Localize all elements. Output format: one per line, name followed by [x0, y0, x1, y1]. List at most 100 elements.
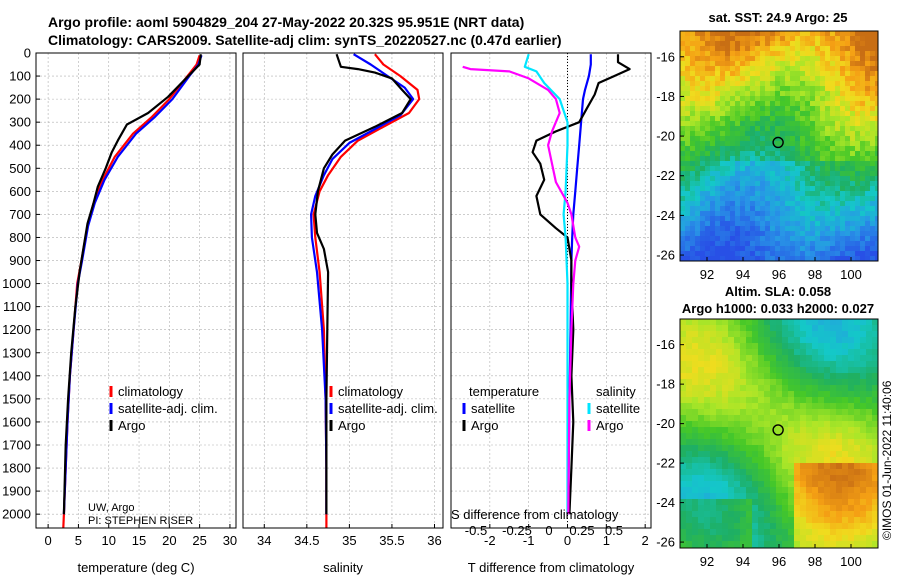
- undefined-cell: [735, 61, 741, 67]
- undefined-cell: [815, 116, 821, 122]
- undefined-cell: [830, 493, 837, 500]
- undefined-cell: [785, 166, 791, 172]
- undefined-cell: [812, 325, 819, 332]
- undefined-cell: [824, 343, 831, 350]
- y-tick-label: 2000: [2, 507, 31, 522]
- undefined-cell: [698, 337, 705, 344]
- undefined-cell: [710, 141, 716, 147]
- undefined-cell: [740, 206, 746, 212]
- undefined-cell: [815, 121, 821, 127]
- undefined-cell: [845, 246, 851, 252]
- undefined-cell: [855, 251, 861, 257]
- undefined-cell: [842, 481, 849, 488]
- undefined-cell: [848, 415, 855, 422]
- undefined-cell: [698, 481, 705, 488]
- undefined-cell: [745, 171, 751, 177]
- undefined-cell: [770, 385, 777, 392]
- undefined-cell: [740, 517, 747, 524]
- undefined-cell: [760, 61, 766, 67]
- undefined-cell: [835, 211, 841, 217]
- undefined-cell: [720, 166, 726, 172]
- undefined-cell: [845, 121, 851, 127]
- undefined-cell: [795, 186, 801, 192]
- undefined-cell: [735, 146, 741, 152]
- undefined-cell: [794, 409, 801, 416]
- undefined-cell: [752, 409, 759, 416]
- undefined-cell: [760, 161, 766, 167]
- undefined-cell: [845, 236, 851, 242]
- undefined-cell: [795, 231, 801, 237]
- undefined-cell: [700, 221, 706, 227]
- undefined-cell: [740, 171, 746, 177]
- undefined-cell: [722, 541, 729, 548]
- undefined-y-tick-label: -16: [656, 49, 675, 64]
- undefined-cell: [776, 493, 783, 500]
- y-tick-label: 900: [9, 253, 31, 268]
- undefined-cell: [860, 96, 866, 102]
- y-tick-label: 500: [9, 161, 31, 176]
- undefined-y-tick-label: -22: [656, 456, 675, 471]
- undefined-cell: [755, 141, 761, 147]
- undefined-cell: [780, 176, 786, 182]
- undefined-cell: [780, 76, 786, 82]
- undefined-cell: [780, 31, 786, 37]
- undefined-cell: [810, 171, 816, 177]
- undefined-cell: [840, 51, 846, 57]
- undefined-cell: [776, 403, 783, 410]
- undefined-cell: [715, 236, 721, 242]
- undefined-cell: [680, 51, 686, 57]
- undefined-cell: [824, 349, 831, 356]
- undefined-cell: [815, 51, 821, 57]
- undefined-cell: [830, 325, 837, 332]
- undefined-cell: [825, 226, 831, 232]
- undefined-cell: [716, 499, 723, 506]
- undefined-cell: [680, 397, 687, 404]
- undefined-cell: [730, 56, 736, 62]
- undefined-cell: [795, 116, 801, 122]
- undefined-cell: [870, 181, 876, 187]
- undefined-cell: [795, 36, 801, 42]
- undefined-cell: [848, 325, 855, 332]
- undefined-cell: [740, 91, 746, 97]
- undefined-cell: [680, 445, 687, 452]
- undefined-cell: [820, 36, 826, 42]
- undefined-cell: [710, 101, 716, 107]
- undefined-cell: [692, 445, 699, 452]
- undefined-cell: [840, 71, 846, 77]
- undefined-cell: [830, 91, 836, 97]
- undefined-cell: [770, 106, 776, 112]
- undefined-cell: [704, 505, 711, 512]
- undefined-cell: [746, 385, 753, 392]
- undefined-cell: [734, 439, 741, 446]
- undefined-cell: [800, 231, 806, 237]
- undefined-cell: [805, 71, 811, 77]
- undefined-cell: [685, 121, 691, 127]
- undefined-cell: [825, 56, 831, 62]
- undefined-cell: [854, 505, 861, 512]
- undefined-cell: [872, 487, 879, 494]
- undefined-cell: [866, 451, 873, 458]
- undefined-cell: [776, 367, 783, 374]
- undefined-cell: [800, 141, 806, 147]
- undefined-cell: [686, 523, 693, 530]
- undefined-cell: [770, 251, 776, 257]
- undefined-cell: [728, 325, 735, 332]
- undefined-cell: [800, 221, 806, 227]
- undefined-cell: [725, 166, 731, 172]
- undefined-cell: [720, 251, 726, 257]
- undefined-cell: [836, 475, 843, 482]
- undefined-cell: [730, 256, 736, 262]
- undefined-cell: [752, 331, 759, 338]
- undefined-cell: [686, 367, 693, 374]
- undefined-cell: [775, 96, 781, 102]
- undefined-cell: [755, 191, 761, 197]
- undefined-cell: [860, 106, 866, 112]
- undefined-cell: [825, 201, 831, 207]
- undefined-cell: [730, 221, 736, 227]
- undefined-cell: [875, 41, 879, 47]
- undefined-cell: [730, 66, 736, 72]
- undefined-cell: [692, 415, 699, 422]
- y-tick-label: 1600: [2, 414, 31, 429]
- undefined-cell: [835, 176, 841, 182]
- undefined-cell: [722, 499, 729, 506]
